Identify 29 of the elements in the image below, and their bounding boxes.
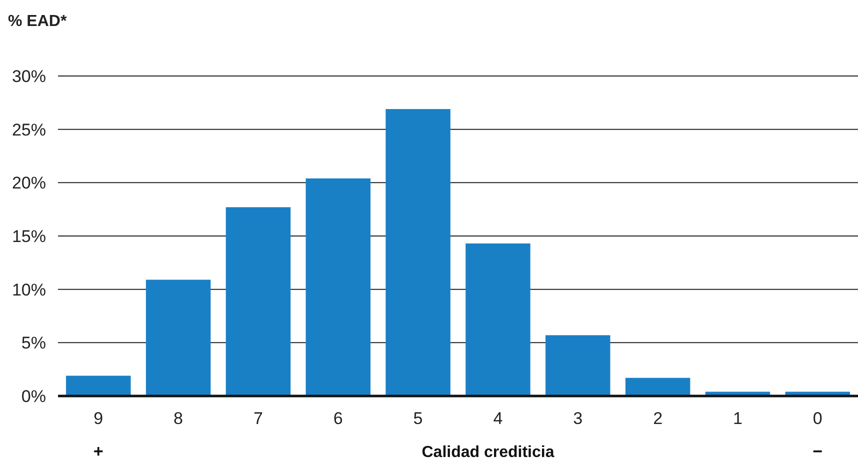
- y-tick-label: 5%: [21, 334, 46, 353]
- x-tick-label: 1: [732, 409, 742, 428]
- bar: [625, 378, 690, 396]
- y-axis-title: % EAD*: [8, 13, 68, 30]
- bar: [66, 376, 131, 396]
- bar: [546, 335, 610, 396]
- y-tick-label: 30%: [12, 66, 46, 86]
- x-tick-label: 6: [333, 409, 343, 428]
- y-tick-label: 0%: [21, 386, 46, 406]
- x-tick-label: 0: [812, 409, 822, 428]
- x-tick-label: 4: [493, 409, 503, 428]
- x-tick-label: 7: [253, 409, 263, 428]
- y-tick-label: 10%: [12, 280, 46, 300]
- y-tick-label: 15%: [12, 226, 46, 246]
- x-tick-label: 9: [94, 409, 104, 428]
- bar: [386, 109, 450, 396]
- text: +: [93, 442, 104, 461]
- bar: [146, 280, 211, 396]
- x-axis-title: Calidad crediticia: [422, 444, 554, 461]
- x-tick-label: 8: [174, 409, 184, 428]
- text: −: [812, 442, 823, 461]
- bar: [306, 178, 370, 396]
- x-tick-label: 2: [653, 409, 663, 428]
- y-tick-label: 20%: [12, 174, 46, 193]
- bar: [226, 207, 291, 396]
- y-tick-label: 25%: [12, 120, 46, 140]
- x-tick-label: 5: [413, 409, 423, 428]
- x-tick-label: 3: [573, 409, 583, 428]
- bar: [466, 243, 530, 396]
